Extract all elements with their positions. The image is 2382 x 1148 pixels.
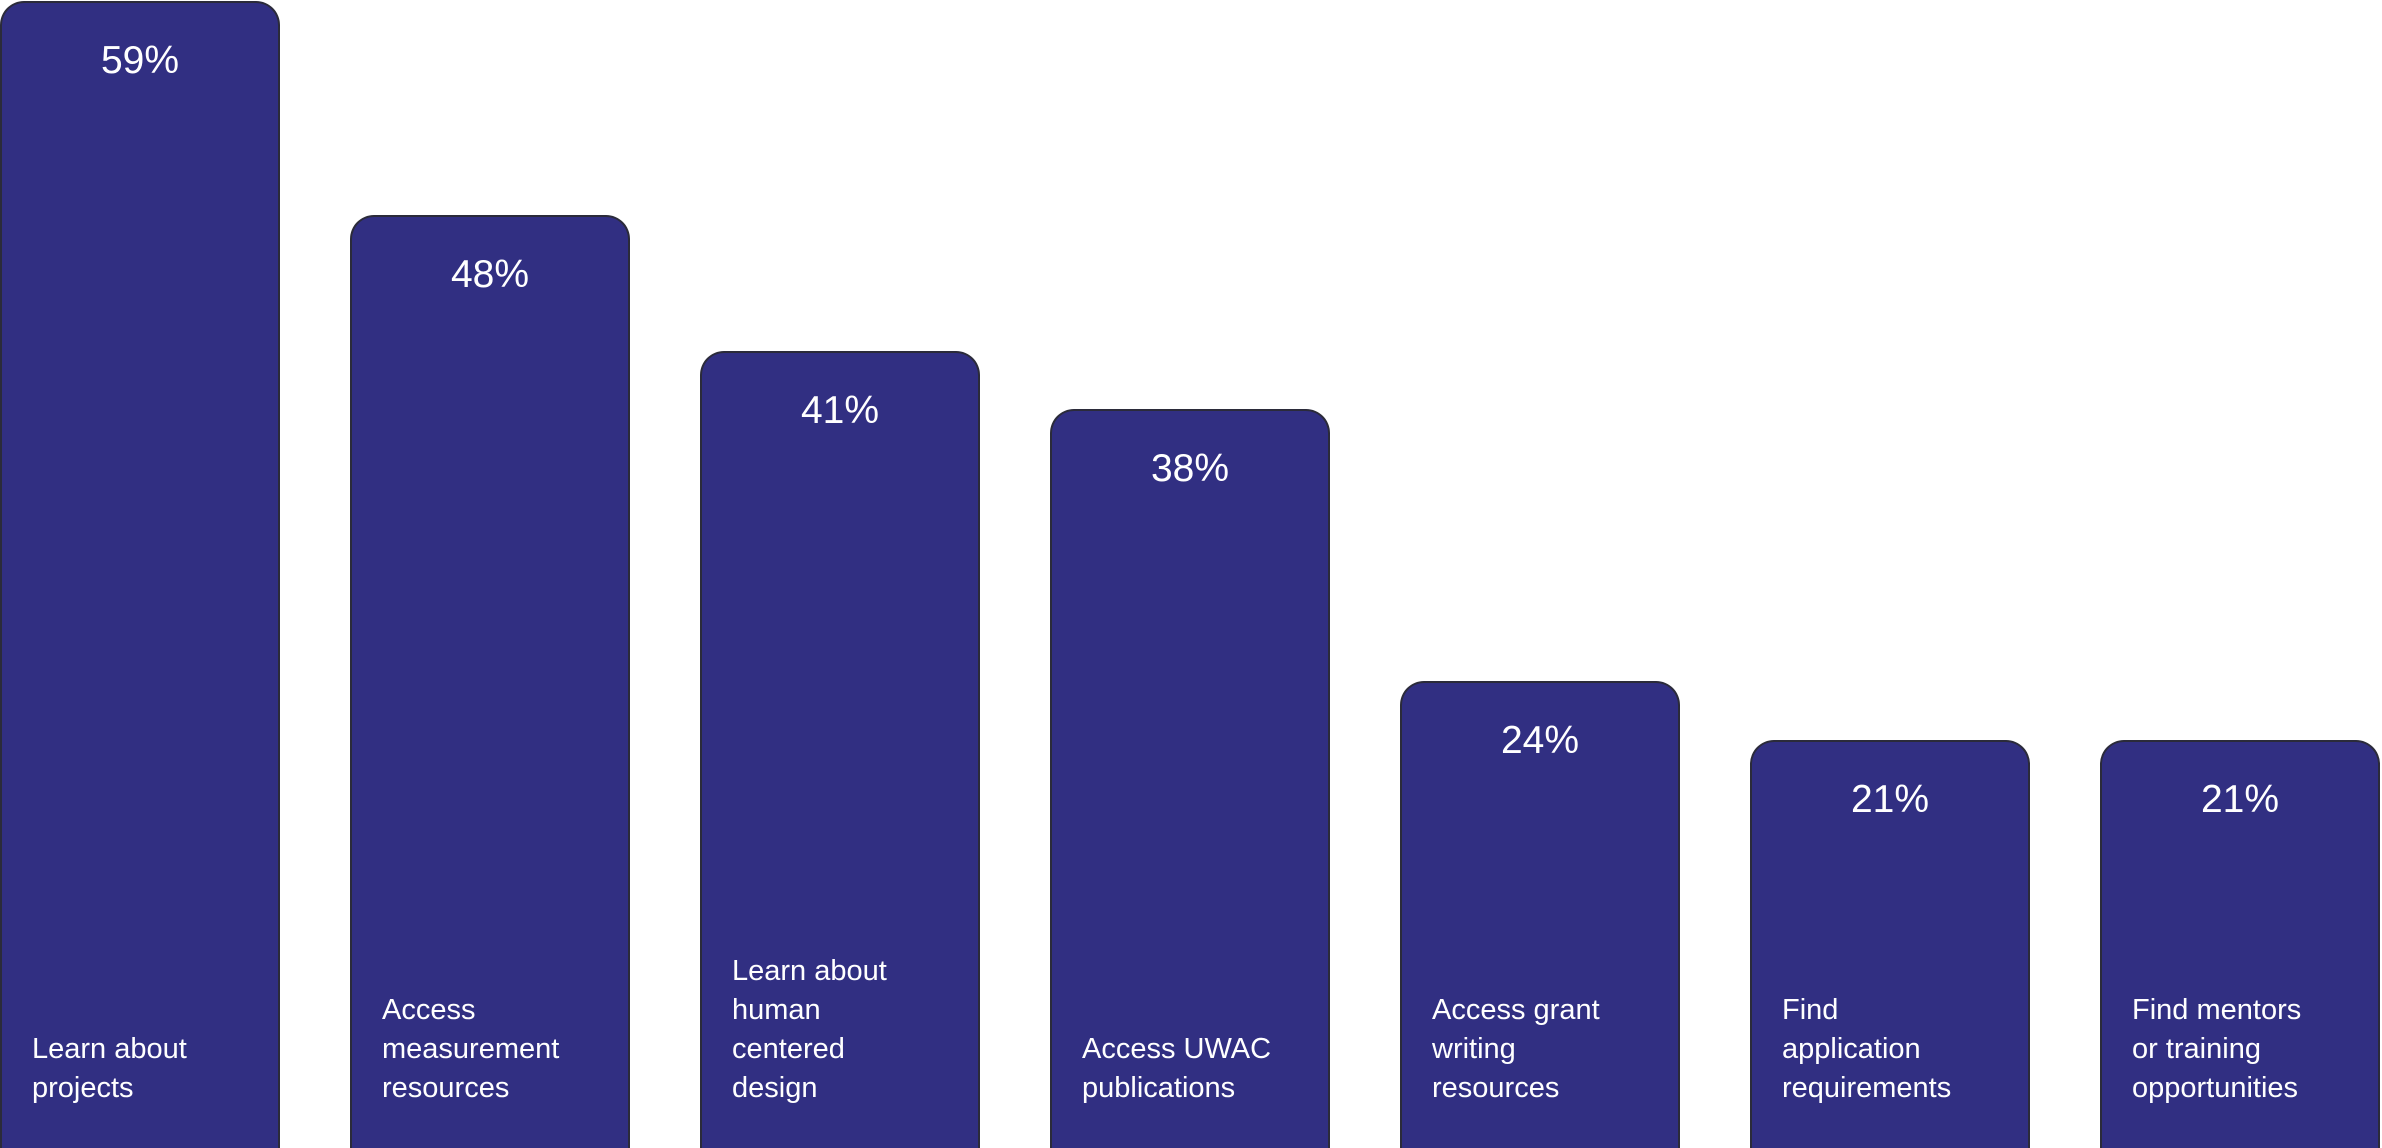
category-label-line: human: [732, 993, 821, 1026]
category-label-line: centered: [732, 1032, 845, 1065]
value-label-2: 48%: [450, 252, 530, 296]
category-label-line: Access UWAC: [1082, 1032, 1272, 1065]
bar-5: 24% Access grant writing resources: [1400, 681, 1680, 1148]
category-label-7: Find mentors or training opportunities: [2132, 991, 2366, 1108]
value-label-3: 41%: [800, 388, 880, 432]
category-label-line: application: [1782, 1032, 1921, 1065]
category-label-1: Learn about projects: [32, 1030, 266, 1108]
value-label-1: 59%: [100, 39, 180, 82]
category-label-line: publications: [1082, 1071, 1236, 1104]
category-label-line: resources: [382, 1071, 510, 1104]
category-label-line: Access: [382, 993, 476, 1026]
category-label-4: Access UWAC publications: [1082, 1030, 1316, 1108]
category-label-6: Find application requirements: [1782, 991, 2016, 1108]
category-label-line: opportunities: [2132, 1071, 2299, 1104]
value-label-4: 38%: [1150, 447, 1230, 491]
bar-1: 59% Learn about projects: [0, 1, 280, 1148]
category-label-line: resources: [1432, 1071, 1560, 1104]
bar-7: 21% Find mentors or training opportunities: [2100, 739, 2380, 1148]
category-label-line: Find mentors: [2132, 993, 2302, 1026]
value-label-5: 24%: [1500, 719, 1580, 763]
category-label-line: writing: [1432, 1032, 1516, 1065]
bar-3: 41% Learn about human centered design: [700, 350, 980, 1148]
category-label-line: requirements: [1782, 1071, 1952, 1104]
bar-4: 38% Access UWAC publications: [1050, 409, 1330, 1148]
bar-2: 48% Access measurement resources: [350, 214, 630, 1148]
category-label-3: Learn about human centered design: [732, 952, 966, 1108]
category-label-line: Learn about: [732, 954, 887, 987]
category-label-line: Learn about: [32, 1033, 187, 1065]
category-label-line: Access grant: [1432, 993, 1600, 1026]
category-label-line: Find: [1782, 993, 1839, 1026]
category-label-line: projects: [32, 1072, 134, 1104]
value-label-7: 21%: [2200, 777, 2280, 821]
category-label-line: design: [732, 1071, 818, 1104]
category-label-2: Access measurement resources: [382, 991, 616, 1108]
category-label-line: or training: [2132, 1032, 2261, 1065]
bar-6: 21% Find application requirements: [1750, 739, 2030, 1148]
category-label-line: measurement: [382, 1032, 560, 1065]
value-label-6: 21%: [1850, 777, 1930, 821]
category-label-5: Access grant writing resources: [1432, 991, 1666, 1108]
